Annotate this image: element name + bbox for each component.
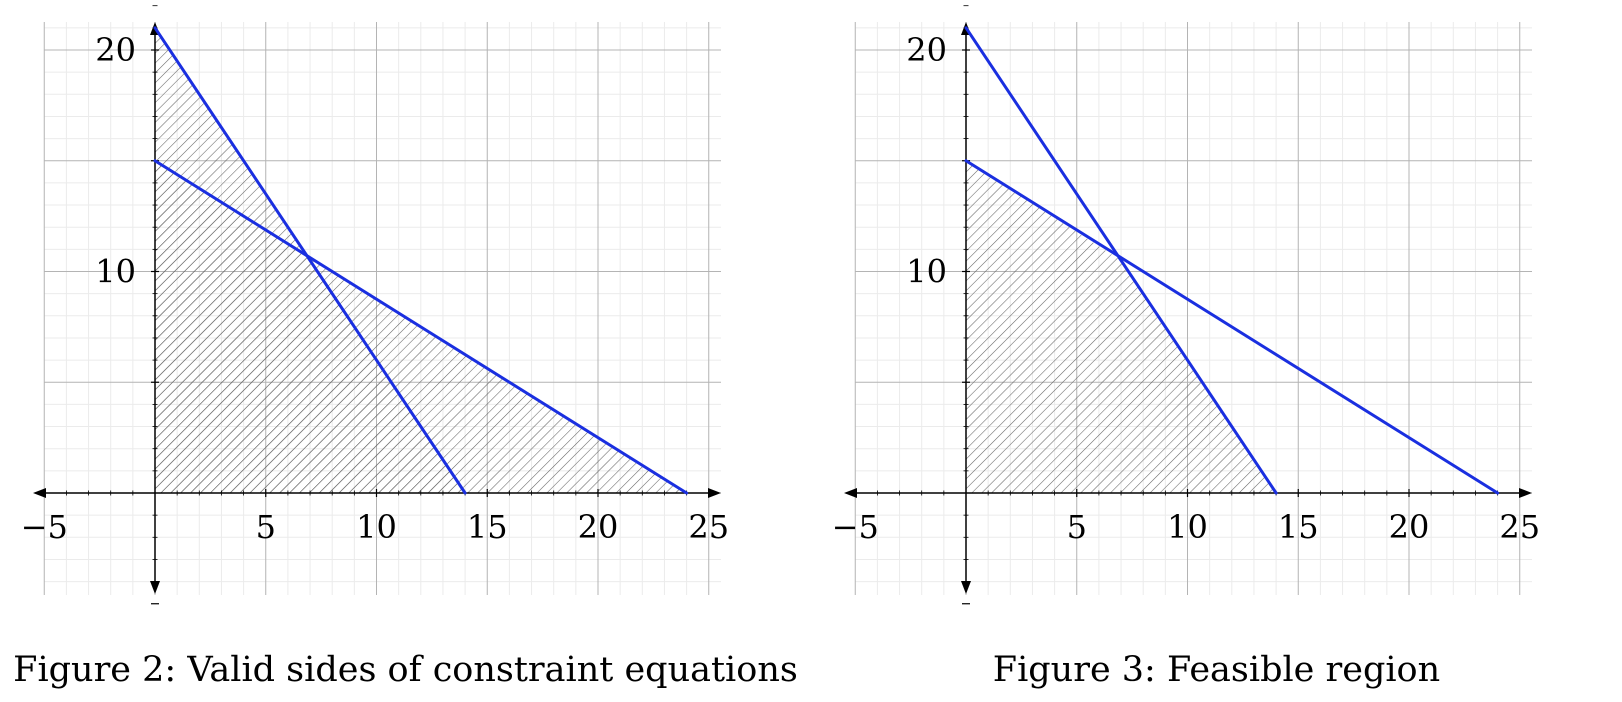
constraint-line [153, 159, 689, 495]
x-tick-label: 15 [1278, 508, 1319, 546]
figure-2-chart: −5 5 10 15 20 25 10 20 [21, 5, 729, 605]
constraint-line [964, 26, 1278, 495]
x-axis-left-arrow-icon [33, 488, 46, 498]
x-tick-label: 5 [256, 508, 276, 546]
y-tick-label: 20 [906, 31, 947, 69]
hatched-region [966, 160, 1277, 493]
x-tick-label: 5 [1067, 508, 1087, 546]
x-tick-label: 10 [356, 508, 397, 546]
figure-3-chart: −5 5 10 15 20 25 10 20 [832, 5, 1540, 605]
x-tick-label: 25 [688, 508, 729, 546]
y-axis-down-arrow-icon [150, 581, 160, 594]
x-tick-label: 20 [1389, 508, 1430, 546]
figure-3-panel: −5 5 10 15 20 25 10 20 Figure 3: Feasible regio… [811, 0, 1622, 702]
y-tick-label: 20 [95, 31, 136, 69]
x-tick-label: −5 [832, 508, 879, 546]
x-tick-label: −5 [21, 508, 68, 546]
x-axis-right-arrow-icon [1519, 488, 1532, 498]
x-tick-label: 15 [467, 508, 508, 546]
y-tick-label: 10 [906, 253, 947, 291]
tick-marks [43, 5, 710, 605]
constraint-line [153, 26, 467, 495]
figure-2-panel: −5 5 10 15 20 25 10 20 Figure 2: Valid sides of… [13, 5, 798, 690]
x-tick-label: 25 [1499, 508, 1540, 546]
tick-labels: −5 5 10 15 20 25 10 20 [21, 31, 729, 546]
constraint-line [964, 159, 1500, 495]
x-axis-right-arrow-icon [708, 488, 721, 498]
x-tick-label: 10 [1167, 508, 1208, 546]
y-axis-down-arrow-icon [961, 581, 971, 594]
tick-labels: −5 5 10 15 20 25 10 20 [832, 31, 1540, 546]
x-axis-left-arrow-icon [844, 488, 857, 498]
figure-2-caption: Figure 2: Valid sides of constraint equa… [13, 650, 798, 690]
x-tick-label: 20 [578, 508, 619, 546]
figure-3-caption: Figure 3: Feasible region [992, 650, 1441, 690]
y-tick-label: 10 [95, 253, 136, 291]
